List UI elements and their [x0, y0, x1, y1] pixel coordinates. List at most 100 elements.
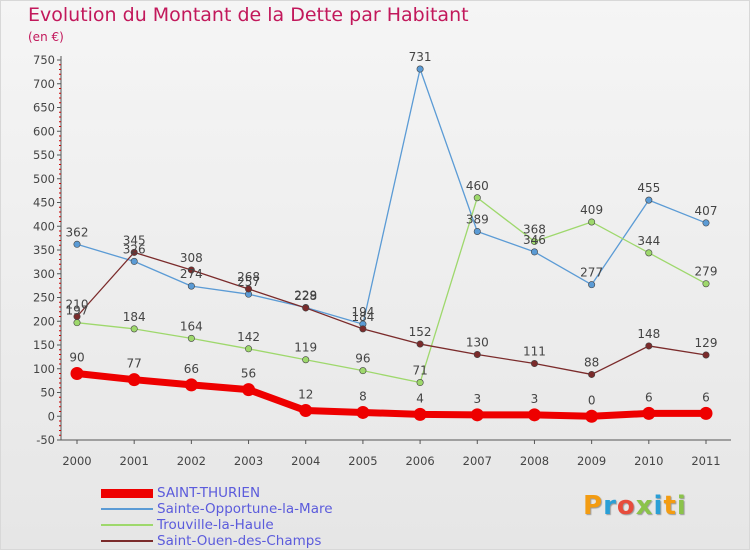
- y-tick-label: 200: [33, 314, 55, 328]
- data-point: [245, 285, 253, 293]
- logo-letter: P: [583, 491, 604, 521]
- data-point: [130, 257, 138, 265]
- data-point: [130, 248, 138, 256]
- data-point: [416, 379, 424, 387]
- data-label: 8: [359, 389, 367, 403]
- series-line: [76, 197, 707, 384]
- y-tick-label: 50: [40, 386, 55, 400]
- legend-label-saint-ouen-des-champs: Saint-Ouen-des-Champs: [157, 533, 322, 549]
- data-point: [585, 409, 599, 423]
- data-point: [359, 367, 367, 375]
- x-tick-label: 2009: [577, 454, 606, 468]
- data-label: 731: [409, 50, 432, 64]
- legend-label-trouville-la-haule: Trouville-la-Haule: [157, 517, 274, 533]
- x-tick-label: 2008: [520, 454, 549, 468]
- data-label: 164: [180, 319, 203, 333]
- data-point: [416, 65, 424, 73]
- data-label: 210: [66, 298, 89, 312]
- data-label: 455: [637, 181, 660, 195]
- legend-item-saint-ouen-des-champs: Saint-Ouen-des-Champs: [101, 533, 333, 549]
- logo-letter: i: [653, 491, 664, 521]
- data-point: [588, 370, 596, 378]
- data-point: [645, 196, 653, 204]
- legend-swatch-saint-thurien: [101, 488, 153, 498]
- data-point: [416, 340, 424, 348]
- data-label: 197: [66, 304, 89, 318]
- data-label: 308: [180, 251, 203, 265]
- data-label: 277: [580, 266, 603, 280]
- data-point: [184, 378, 198, 392]
- x-tick-label: 2007: [463, 454, 492, 468]
- legend-item-trouville-la-haule: Trouville-la-Haule: [101, 517, 333, 533]
- y-tick-label: 450: [33, 196, 55, 210]
- data-label: 194: [351, 305, 374, 319]
- data-label: 257: [237, 275, 260, 289]
- data-label: 12: [298, 388, 313, 402]
- y-tick-label: 100: [33, 362, 55, 376]
- data-label: 66: [184, 362, 199, 376]
- data-point: [645, 342, 653, 350]
- data-label: 152: [409, 325, 432, 339]
- legend-swatch-sainte-opportune-la-mare: [101, 508, 153, 510]
- data-label: 71: [412, 364, 427, 378]
- data-point: [530, 248, 538, 256]
- data-label: 129: [695, 336, 718, 350]
- data-label: 3: [531, 392, 539, 406]
- legend-swatch-saint-ouen-des-champs: [101, 540, 153, 542]
- data-label: 228: [294, 289, 317, 303]
- data-label: 184: [351, 310, 374, 324]
- legend-item-sainte-opportune-la-mare: Sainte-Opportune-la-Mare: [101, 501, 333, 517]
- y-tick-label: 300: [33, 267, 55, 281]
- data-label: 6: [702, 390, 710, 404]
- legend-item-saint-thurien: SAINT-THURIEN: [101, 485, 333, 501]
- data-point: [302, 356, 310, 364]
- x-tick-label: 2006: [405, 454, 434, 468]
- x-tick-label: 2001: [120, 454, 149, 468]
- x-tick-label: 2004: [291, 454, 320, 468]
- y-tick-label: 700: [33, 77, 55, 91]
- data-point: [413, 407, 427, 421]
- data-label: 184: [123, 310, 146, 324]
- y-tick-label: -50: [36, 433, 55, 447]
- logo-letter: x: [635, 491, 654, 521]
- data-point: [242, 383, 256, 397]
- data-label: 77: [127, 357, 142, 371]
- data-label: 368: [523, 222, 546, 236]
- y-tick-label: 0: [48, 409, 55, 423]
- data-label: 326: [123, 242, 146, 256]
- data-point: [702, 219, 710, 227]
- data-point: [73, 240, 81, 248]
- data-label: 4: [416, 391, 424, 405]
- data-point: [73, 312, 81, 320]
- data-point: [359, 325, 367, 333]
- series-line: [73, 370, 710, 420]
- data-point: [187, 282, 195, 290]
- x-tick-label: 2000: [62, 454, 91, 468]
- data-label: 407: [695, 204, 718, 218]
- data-point: [699, 406, 713, 420]
- legend-label-saint-thurien: SAINT-THURIEN: [157, 485, 261, 501]
- data-label: 148: [637, 327, 660, 341]
- data-point: [473, 350, 481, 358]
- y-tick-label: 400: [33, 219, 55, 233]
- data-point: [299, 404, 313, 418]
- data-point: [645, 249, 653, 257]
- data-label: 279: [695, 265, 718, 279]
- data-point: [73, 319, 81, 327]
- data-label: 142: [237, 330, 260, 344]
- data-point: [470, 408, 484, 422]
- data-point: [527, 408, 541, 422]
- data-label: 119: [294, 341, 317, 355]
- proxiti-logo: Proxiti: [583, 491, 687, 521]
- data-label: 6: [645, 390, 653, 404]
- x-tick-label: 2003: [234, 454, 263, 468]
- series-line: [76, 68, 707, 325]
- data-point: [187, 266, 195, 274]
- data-label: 274: [180, 267, 203, 281]
- data-point: [127, 373, 141, 387]
- y-tick-label: 350: [33, 243, 55, 257]
- data-label: 460: [466, 179, 489, 193]
- x-tick-label: 2002: [177, 454, 206, 468]
